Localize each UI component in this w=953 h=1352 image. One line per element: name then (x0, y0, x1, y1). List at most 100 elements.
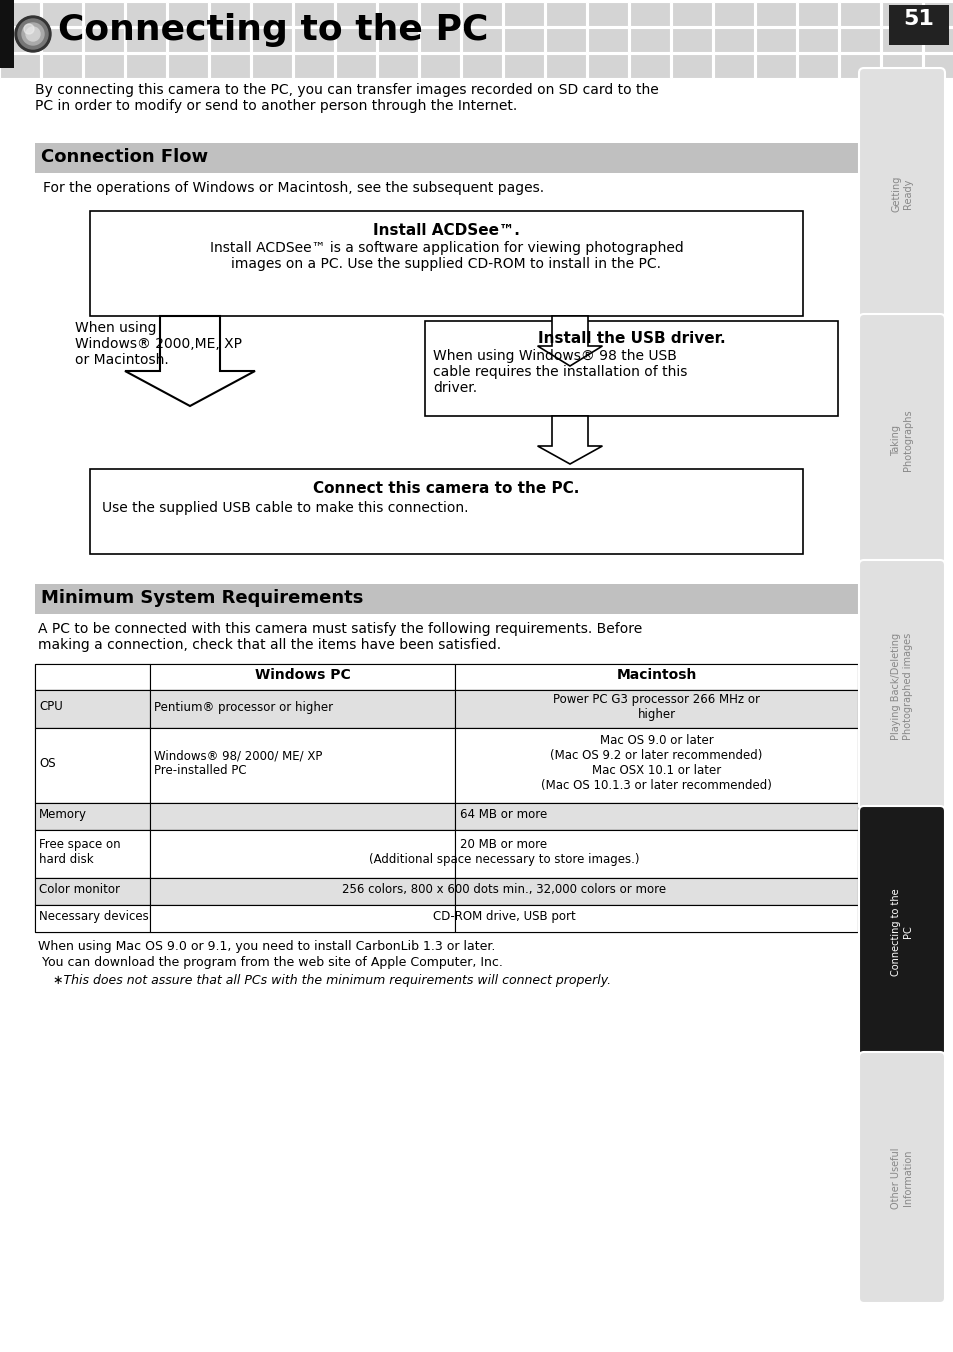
Bar (840, 54, 879, 78)
Text: Connect this camera to the PC.: Connect this camera to the PC. (313, 481, 579, 496)
Bar (455, 830, 857, 877)
Bar (168, 1, 208, 26)
Bar (671, 1, 711, 26)
Text: For the operations of Windows or Macintosh, see the subsequent pages.: For the operations of Windows or Macinto… (43, 181, 543, 195)
Bar (629, 1, 669, 26)
Polygon shape (537, 316, 601, 366)
Bar (503, 1, 543, 26)
Bar (126, 28, 166, 51)
Bar (503, 54, 543, 78)
Bar (150, 727, 455, 803)
Bar (755, 28, 795, 51)
Bar (713, 28, 753, 51)
Bar (168, 28, 208, 51)
Text: Mac OS 9.0 or later
(Mac OS 9.2 or later recommended)
Mac OSX 10.1 or later
(Mac: Mac OS 9.0 or later (Mac OS 9.2 or later… (540, 734, 771, 792)
Text: 20 MB or more
(Additional space necessary to store images.): 20 MB or more (Additional space necessar… (369, 838, 639, 867)
FancyBboxPatch shape (858, 1052, 944, 1303)
Bar (797, 1, 837, 26)
Bar (35, 664, 150, 690)
Circle shape (22, 23, 44, 45)
Text: Memory: Memory (39, 808, 87, 821)
Bar (35, 690, 150, 727)
Bar (294, 1, 334, 26)
FancyBboxPatch shape (858, 806, 944, 1057)
Text: Connection Flow: Connection Flow (41, 147, 208, 166)
Bar (888, 5, 948, 45)
Bar (210, 28, 250, 51)
FancyBboxPatch shape (858, 68, 944, 319)
Bar (294, 54, 334, 78)
Bar (42, 54, 82, 78)
Polygon shape (125, 316, 254, 406)
Bar (35, 584, 857, 614)
Bar (335, 54, 375, 78)
Text: Use the supplied USB cable to make this connection.: Use the supplied USB cable to make this … (102, 502, 468, 515)
Bar (755, 54, 795, 78)
Text: OS: OS (39, 757, 55, 771)
Text: Pentium® processor or higher: Pentium® processor or higher (153, 700, 333, 714)
Bar (35, 830, 857, 877)
FancyBboxPatch shape (858, 560, 944, 811)
Bar (150, 803, 455, 830)
Bar (713, 1, 753, 26)
Bar (671, 28, 711, 51)
Bar (587, 54, 627, 78)
Text: Playing Back/Deleting
Photographed images: Playing Back/Deleting Photographed image… (890, 633, 912, 740)
Text: A PC to be connected with this camera must satisfy the following requirements. B: A PC to be connected with this camera mu… (38, 622, 641, 652)
Bar (587, 28, 627, 51)
Bar (150, 877, 455, 904)
Circle shape (26, 27, 40, 41)
Bar (629, 54, 669, 78)
Bar (424, 320, 837, 416)
Bar (377, 1, 417, 26)
Bar (455, 904, 857, 932)
Bar (90, 211, 802, 316)
Bar (923, 28, 953, 51)
Bar (35, 803, 150, 830)
Bar (294, 28, 334, 51)
Bar (840, 1, 879, 26)
Bar (455, 664, 857, 690)
Circle shape (18, 19, 48, 49)
Bar (35, 904, 150, 932)
Bar (126, 54, 166, 78)
Text: 64 MB or more: 64 MB or more (460, 808, 547, 821)
FancyBboxPatch shape (858, 314, 944, 565)
Circle shape (15, 16, 51, 51)
Bar (840, 28, 879, 51)
Bar (923, 1, 953, 26)
Text: When using Mac OS 9.0 or 9.1, you need to install CarbonLib 1.3 or later.: When using Mac OS 9.0 or 9.1, you need t… (38, 940, 495, 953)
Bar (461, 28, 501, 51)
Bar (923, 54, 953, 78)
Bar (35, 830, 150, 877)
Bar (335, 28, 375, 51)
Bar (35, 904, 857, 932)
Text: 256 colors, 800 x 600 dots min., 32,000 colors or more: 256 colors, 800 x 600 dots min., 32,000 … (341, 883, 665, 896)
Text: Connecting to the
PC: Connecting to the PC (890, 888, 912, 976)
Bar (35, 877, 150, 904)
Text: You can download the program from the web site of Apple Computer, Inc.: You can download the program from the we… (38, 956, 502, 969)
Bar (455, 690, 857, 727)
Bar (882, 54, 921, 78)
Bar (150, 904, 455, 932)
Bar (671, 54, 711, 78)
Bar (545, 54, 585, 78)
Bar (35, 690, 857, 727)
Bar (210, 54, 250, 78)
Bar (419, 54, 459, 78)
Text: Windows PC: Windows PC (254, 668, 350, 681)
Bar (0, 0, 14, 68)
Bar (0, 54, 40, 78)
Bar (84, 28, 124, 51)
Bar (587, 1, 627, 26)
Bar (210, 1, 250, 26)
Text: When using
Windows® 2000,ME, XP
or Macintosh.: When using Windows® 2000,ME, XP or Macin… (75, 320, 242, 368)
Text: Windows® 98/ 2000/ ME/ XP
Pre-installed PC: Windows® 98/ 2000/ ME/ XP Pre-installed … (153, 749, 322, 777)
Bar (377, 54, 417, 78)
Text: CD-ROM drive, USB port: CD-ROM drive, USB port (432, 910, 575, 923)
Text: Necessary devices: Necessary devices (39, 910, 149, 923)
Bar (90, 469, 802, 554)
Bar (629, 28, 669, 51)
Bar (545, 28, 585, 51)
Text: ∗This does not assure that all PCs with the minimum requirements will connect pr: ∗This does not assure that all PCs with … (53, 973, 611, 987)
